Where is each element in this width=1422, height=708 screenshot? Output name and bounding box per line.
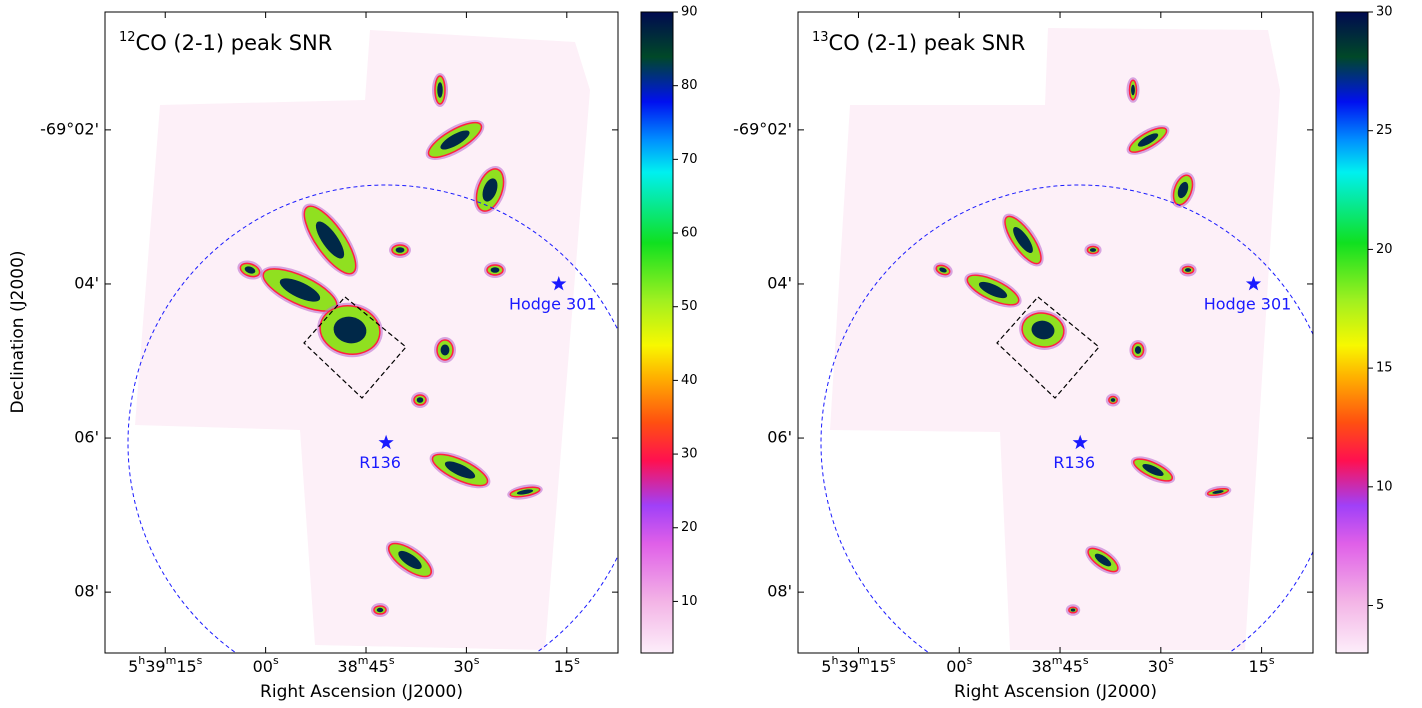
colorbar-tick-label: 90 <box>681 5 698 20</box>
emission <box>416 397 424 403</box>
y-tick-label: -69°02' <box>40 119 99 138</box>
colorbar-tick-label: 15 <box>1376 361 1393 376</box>
star-marker <box>378 434 394 450</box>
map <box>127 30 618 653</box>
title-text: CO (2-1) peak SNR <box>829 31 1026 55</box>
colorbar-tick-label: 25 <box>1376 123 1393 138</box>
x-axis-label: Right Ascension (J2000) <box>954 682 1157 702</box>
colorbar-tick-label: 40 <box>681 373 698 388</box>
x-tick-label: 15s​ <box>1249 654 1275 676</box>
emission <box>440 130 470 150</box>
emission <box>1142 463 1164 477</box>
annotation-label: Hodge 301 <box>509 294 597 313</box>
emission <box>395 247 405 253</box>
emission <box>978 281 1008 299</box>
annotation-label: R136 <box>359 453 401 472</box>
dashed-box <box>303 296 407 399</box>
x-tick-label: 15s​ <box>554 654 580 676</box>
y-tick-label: -69°02' <box>733 119 792 138</box>
colorbar <box>640 11 674 654</box>
emission <box>1177 181 1189 199</box>
emission <box>398 550 422 570</box>
x-tick-label: 38m​45s​ <box>1031 654 1088 676</box>
annotation-label: R136 <box>1053 453 1095 472</box>
map <box>820 28 1313 653</box>
emission <box>1134 346 1142 354</box>
emission <box>516 489 534 495</box>
x-tick-label: 30s​ <box>1148 654 1174 676</box>
emission <box>1031 320 1055 340</box>
emission <box>1110 398 1116 402</box>
emission <box>1094 553 1112 567</box>
emission <box>437 82 443 98</box>
colorbar-tick-label: 10 <box>1376 479 1393 494</box>
x-tick-label: 5h​39m​15s​ <box>128 654 203 676</box>
emission <box>279 278 321 302</box>
y-tick-label: 06' <box>74 428 99 447</box>
title-isotope: 13 <box>812 30 829 45</box>
axes-frame <box>104 11 619 654</box>
title-isotope: 12 <box>119 30 136 45</box>
emission <box>244 266 256 274</box>
emission <box>490 267 500 273</box>
colorbar-tick-label: 70 <box>681 152 698 167</box>
axes-frame <box>797 11 1314 654</box>
emission <box>440 344 450 356</box>
dashed-box <box>996 296 1100 399</box>
x-tick-label: 00s​ <box>253 654 279 676</box>
x-tick-label: 5h​39m​15s​ <box>821 654 896 676</box>
colorbar-tick-label: 20 <box>1376 242 1393 257</box>
chart-title: 13CO (2-1) peak SNR <box>812 30 1025 56</box>
y-tick-label: 06' <box>767 428 792 447</box>
y-tick-label: 04' <box>767 273 792 292</box>
colorbar-tick-label: 30 <box>1376 5 1393 20</box>
emission <box>315 221 345 259</box>
emission <box>1212 490 1224 494</box>
colorbar-tick-label: 10 <box>681 594 698 609</box>
emission <box>333 316 367 344</box>
colorbar-tick-label: 20 <box>681 520 698 535</box>
emission <box>482 178 498 202</box>
colorbar <box>1335 11 1369 654</box>
emission <box>939 267 947 273</box>
y-axis-label: Declination (J2000) <box>8 250 28 413</box>
y-tick-label: 08' <box>74 582 99 601</box>
star-marker <box>1072 434 1088 450</box>
star-marker <box>551 276 567 291</box>
star-marker <box>1245 276 1262 291</box>
x-tick-label: 38m​45s​ <box>337 654 394 676</box>
emission <box>1131 84 1135 96</box>
emission <box>1013 227 1033 253</box>
emission <box>1070 608 1076 612</box>
colorbar-tick-label: 60 <box>681 226 698 241</box>
colorbar-tick-label: 5 <box>1376 598 1384 613</box>
emission <box>444 461 476 479</box>
x-tick-label: 00s​ <box>946 654 972 676</box>
emission <box>1089 248 1097 252</box>
y-tick-label: 08' <box>767 582 792 601</box>
x-axis-label: Right Ascension (J2000) <box>260 682 463 702</box>
title-text: CO (2-1) peak SNR <box>136 31 333 55</box>
colorbar-tick-label: 50 <box>681 299 698 314</box>
chart-title: 12CO (2-1) peak SNR <box>119 30 332 56</box>
emission <box>1184 268 1192 272</box>
annotation-label: Hodge 301 <box>1204 294 1292 313</box>
y-tick-label: 04' <box>74 273 99 292</box>
colorbar-tick-label: 30 <box>681 447 698 462</box>
emission <box>1137 133 1159 147</box>
emission <box>376 607 384 613</box>
colorbar-tick-label: 80 <box>681 78 698 93</box>
x-tick-label: 30s​ <box>453 654 479 676</box>
